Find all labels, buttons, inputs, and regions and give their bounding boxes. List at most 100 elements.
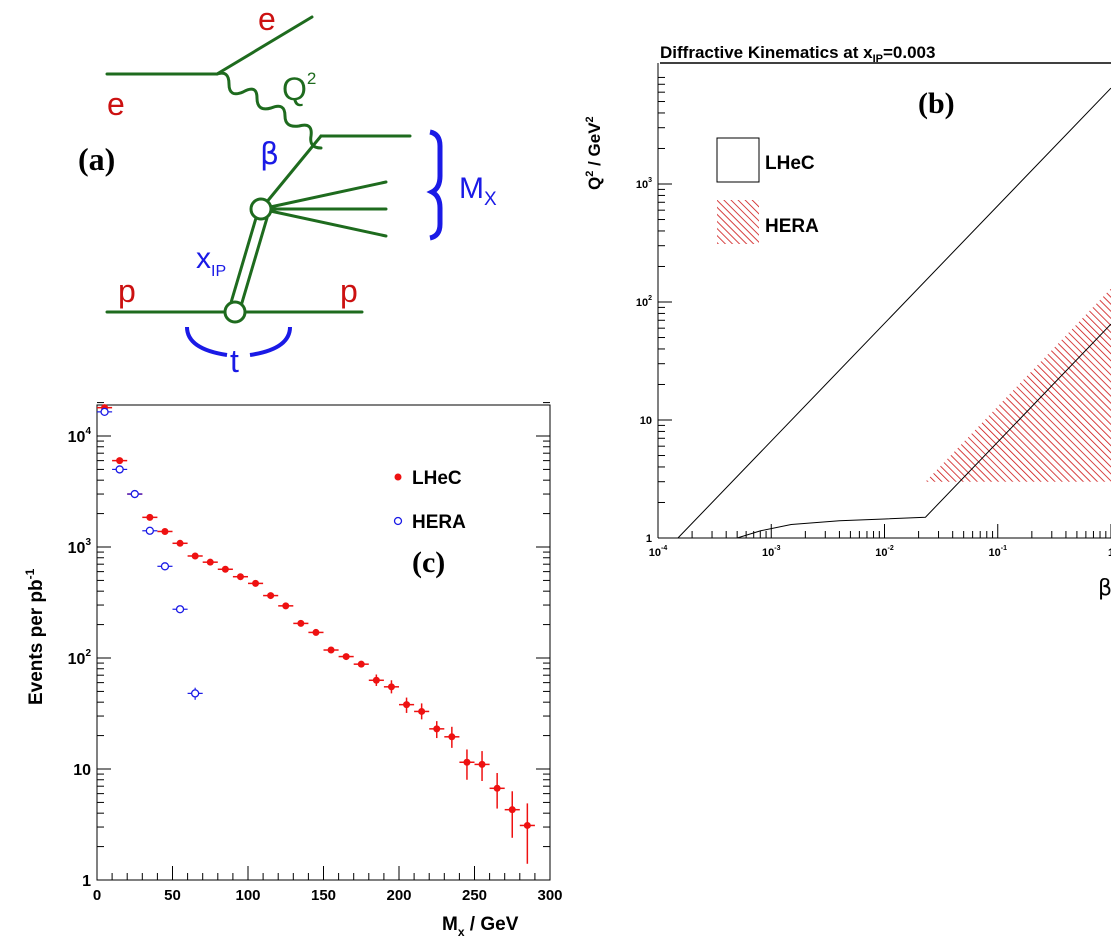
chart-b-y-tick-label: 102	[636, 295, 652, 309]
lhec-point	[221, 565, 229, 573]
hera-point	[175, 605, 185, 614]
lhec-lower-boundary	[737, 323, 1111, 538]
legend-lhec-marker	[394, 473, 402, 481]
lhec-point	[327, 646, 335, 654]
legend-lhec-label: LHeC	[765, 153, 815, 174]
chart-b-xlabel: β	[1098, 576, 1111, 601]
electron-out-label: e	[258, 1, 276, 37]
legend-lhec-swatch	[716, 137, 760, 183]
legend-hera-marker	[393, 516, 403, 526]
xip-label: xIP	[196, 242, 226, 280]
t-bracket-right	[249, 326, 292, 357]
pomeron-line-2	[239, 216, 269, 308]
beta-label: β	[260, 137, 279, 172]
beta-line	[259, 134, 323, 211]
chart-b-y-tick-label: 10	[640, 415, 652, 427]
lhec-point	[342, 653, 350, 661]
chart-c-x-tick-label: 50	[164, 887, 181, 904]
lhec-point	[463, 758, 471, 766]
lhec-point	[523, 821, 531, 829]
panel-b-label: (b)	[918, 87, 955, 120]
chart-c-x-tick-label: 200	[386, 887, 411, 904]
proton-out-label: p	[340, 273, 358, 309]
chart-b-x-tick-label: 1	[1108, 547, 1111, 559]
chart-c-xlabel: Mx / GeV	[442, 914, 519, 939]
lhec-point	[448, 733, 456, 741]
hera-region	[925, 288, 1111, 482]
lhec-point	[387, 683, 395, 691]
lhec-point	[252, 579, 260, 587]
chart-b-title: Diffractive Kinematics at xIP=0.003	[660, 43, 935, 65]
chart-c-y-tick-label: 102	[68, 648, 92, 668]
lhec-point	[146, 513, 154, 521]
lhec-point	[297, 619, 305, 627]
proton-vertex	[223, 300, 247, 324]
t-bracket-left	[185, 326, 228, 357]
pomeron-line-1	[228, 216, 258, 308]
lhec-point	[191, 552, 199, 560]
lhec-point	[433, 725, 441, 733]
hera-point	[190, 689, 200, 698]
chart-c-y-tick-label: 10	[73, 762, 91, 779]
legend-lhec-text: LHeC	[412, 468, 462, 489]
lhec-point	[206, 558, 214, 566]
chart-c-y-tick-label: 103	[68, 537, 92, 557]
chart-c-x-tick-label: 150	[311, 887, 336, 904]
chart-b-y-tick-label: 103	[636, 177, 652, 191]
mx-line-3	[259, 207, 388, 238]
lhec-point	[478, 760, 486, 768]
lhec-point	[282, 602, 290, 610]
proton-in-label: p	[118, 273, 136, 309]
photon-line	[215, 71, 323, 150]
lhec-point	[176, 539, 184, 547]
panel-c-label: (c)	[412, 546, 445, 579]
chart-c-ylabel: Events per pb-1	[23, 568, 47, 705]
lhec-point	[493, 784, 501, 792]
lhec-point	[267, 592, 275, 600]
legend-hera-label: HERA	[765, 216, 819, 237]
chart-b-x-tick-label: 10-4	[649, 545, 668, 559]
lhec-point	[403, 701, 411, 709]
hera-point	[130, 489, 139, 499]
electron-in-label: e	[107, 86, 125, 122]
chart-c-x-tick-label: 100	[235, 887, 260, 904]
chart-c-y-tick-label: 1	[82, 873, 91, 890]
electron-out-line	[215, 15, 314, 76]
chart-b-x-tick-label: 10-3	[762, 545, 781, 559]
lhec-point	[508, 806, 516, 814]
legend-hera-text: HERA	[412, 512, 466, 533]
mx-line-1	[259, 180, 388, 211]
lhec-point	[236, 573, 244, 581]
pomeron-vertex	[249, 197, 273, 221]
t-label: t	[230, 343, 239, 379]
chart-b-x-tick-label: 10-1	[989, 545, 1008, 559]
lhec-point	[372, 676, 380, 684]
hera-point	[115, 465, 124, 474]
mx-label: MX	[459, 172, 497, 210]
lhec-upper-boundary	[677, 87, 1111, 538]
chart-b-y-tick-label: 1	[646, 533, 652, 545]
lhec-point	[357, 660, 365, 668]
hera-point	[145, 526, 155, 535]
lhec-point	[418, 707, 426, 715]
feynman-diagram: e e Q2 (a) β MX xIP p p t	[78, 1, 497, 379]
hera-point	[160, 562, 170, 571]
panel-a-label: (a)	[78, 141, 115, 177]
chart-c-x-tick-label: 250	[462, 887, 487, 904]
chart-c-x-tick-label: 300	[537, 887, 562, 904]
chart-c: 0 50 100 150 200 250 300 1 10 102 103 104 LHeC HERA…	[23, 402, 563, 939]
lhec-point	[116, 457, 124, 465]
lhec-point	[161, 527, 169, 535]
hera-point	[100, 407, 109, 417]
chart-b-x-tick-label: 10-2	[875, 545, 894, 559]
chart-b: Diffractive Kinematics at xIP=0.003 10-4…	[584, 43, 1111, 601]
mx-brace	[426, 129, 443, 241]
chart-b-ylabel: Q2 / GeV2	[584, 116, 604, 190]
lhec-point	[312, 628, 320, 636]
legend-hera-swatch	[717, 200, 759, 244]
chart-c-x-tick-label: 0	[93, 887, 101, 904]
chart-c-frame	[96, 404, 551, 881]
chart-c-y-tick-label: 104	[68, 426, 92, 446]
q2-label: Q2	[282, 69, 316, 107]
